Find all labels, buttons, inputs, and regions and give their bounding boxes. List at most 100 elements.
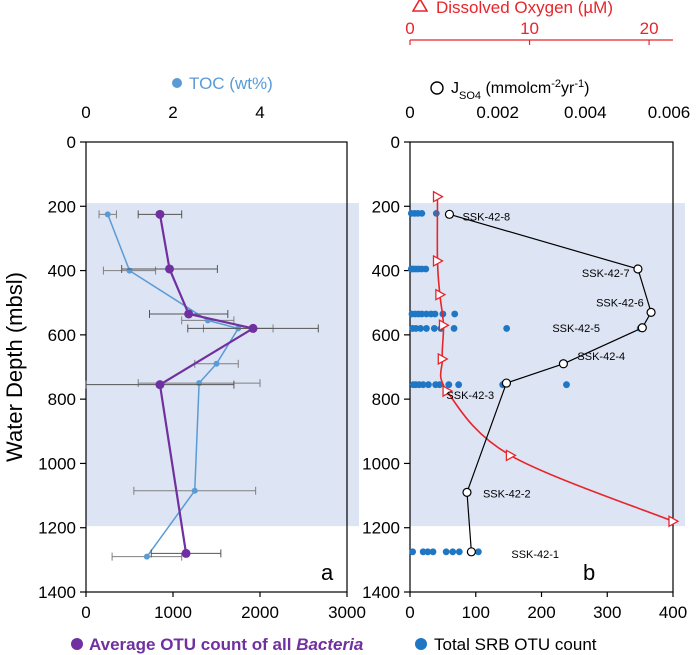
toc-line — [107, 214, 240, 558]
panel-a: 0 200 400 600 800 1000 1200 1400 0 1000 2000 3000 0 2… — [38, 103, 366, 622]
panel-a-y-tick-label: 0 — [67, 133, 76, 152]
jso4-axis-tick-label: 0.004 — [564, 103, 607, 122]
panel-a-y-tick-label: 800 — [48, 390, 76, 409]
srb-point — [455, 381, 463, 389]
toc-legend-marker — [172, 78, 182, 88]
panel-b-label: b — [583, 560, 595, 585]
bacteria-point — [165, 264, 175, 274]
srb-point — [432, 209, 440, 217]
jso4-label-end: ) — [584, 80, 589, 97]
jso4-point — [466, 547, 476, 557]
jso4-label-unit-b: yr — [561, 80, 575, 97]
srb-point — [417, 325, 424, 332]
station-label: SSK-42-4 — [577, 351, 625, 363]
panel-a-x-bottom-tick-label: 1000 — [154, 603, 192, 622]
srb-point — [425, 381, 432, 389]
panel-b-y-tick-label: 1400 — [362, 583, 400, 602]
jso4-axis-tick-label: 0.006 — [648, 103, 691, 122]
srb-point — [503, 325, 511, 332]
station-label: SSK-42-1 — [511, 549, 559, 561]
station-label: SSK-42-8 — [462, 211, 510, 223]
dissolved-oxygen-point — [432, 254, 444, 268]
srb-legend: Total SRB OTU count — [415, 635, 597, 654]
toc-point — [143, 553, 150, 560]
dissolved-oxygen-point — [442, 385, 454, 398]
station-label: SSK-42-7 — [582, 268, 630, 280]
srb-point — [422, 265, 430, 273]
jso4-point — [444, 209, 455, 219]
toc-point — [213, 360, 220, 367]
srb-point — [449, 548, 457, 556]
jso4-axis-tick-label: 0 — [405, 103, 414, 122]
bacteria-legend: Average OTU count of all Bacteria — [71, 635, 363, 654]
srb-point — [451, 310, 459, 318]
panel-a-x-bottom-tick-label: 2000 — [241, 603, 279, 622]
srb-point — [455, 548, 463, 556]
jso4-point — [646, 307, 656, 317]
jso4-axis-label: JSO4 (mmolcm-2yr-1) — [451, 78, 589, 102]
panel-a-y-tick-label: 200 — [48, 197, 76, 216]
dissolved-oxygen-axis-label: Dissolved Oxygen (µM) — [436, 0, 613, 17]
dissolved-oxygen-axis-tick-label: 10 — [520, 19, 539, 38]
bacteria-series — [85, 209, 319, 558]
srb-point — [442, 548, 450, 556]
toc-axis-label: TOC (wt%) — [189, 74, 273, 93]
srb-point — [418, 209, 426, 217]
panel-a-y-tick-label: 1200 — [38, 519, 76, 538]
jso4-label-sup-a: -2 — [551, 78, 561, 90]
station-label: SSK-42-3 — [446, 390, 494, 402]
srb-point — [424, 548, 432, 556]
panel-a-y-tick-label: 1400 — [38, 583, 76, 602]
srb-axis-label: Total SRB OTU count — [434, 635, 597, 654]
panel-a-label: a — [321, 560, 334, 585]
jso4-point — [558, 359, 569, 369]
panel-a-shaded-band — [86, 203, 359, 527]
panel-b-y-tick-label: 0 — [391, 133, 400, 152]
jso4-axis-tick-label: 0.002 — [476, 103, 519, 122]
srb-point — [430, 325, 438, 332]
toc-point — [191, 487, 198, 494]
jso4-label-sup-b: -1 — [574, 78, 584, 90]
bacteria-point — [248, 323, 258, 333]
srb-point — [429, 548, 437, 556]
jso4-legend: JSO4 (mmolcm-2yr-1) — [430, 78, 589, 102]
panel-b-x-bottom-tick-label: 100 — [462, 603, 490, 622]
toc-legend: TOC (wt%) — [172, 74, 273, 93]
panel-a-x-top-tick-label: 2 — [168, 103, 177, 122]
y-axis-label: Water Depth (mbsl) — [2, 272, 27, 462]
panel-b-y-tick-label: 1200 — [362, 519, 400, 538]
bacteria-axis-label-prefix: Average OTU count of all — [89, 635, 296, 654]
srb-point — [450, 325, 458, 332]
srb-point — [431, 310, 439, 318]
jso4-point — [501, 378, 512, 388]
dissolved-oxygen-point — [437, 352, 449, 366]
panel-a-x-bottom-tick-label: 0 — [81, 603, 90, 622]
dissolved-oxygen-legend: Dissolved Oxygen (µM) — [411, 0, 613, 17]
panel-b-x-bottom-tick-label: 300 — [593, 603, 621, 622]
jso4-point — [633, 264, 643, 274]
bacteria-point — [181, 548, 191, 558]
jso4-label-sub: SO4 — [459, 90, 481, 102]
panel-a-frame — [85, 141, 348, 593]
panel-b-x-bottom-tick-label: 400 — [659, 603, 687, 622]
dissolved-oxygen-axis-tick-label: 0 — [405, 19, 414, 38]
dissolved-oxygen-point — [505, 449, 517, 462]
panel-b-x-bottom-tick-label: 0 — [405, 603, 414, 622]
panel-b-y-tick-label: 1000 — [362, 454, 400, 473]
panel-a-y-tick-label: 600 — [48, 326, 76, 345]
dissolved-oxygen-legend-marker — [411, 0, 429, 12]
jso4-label-main: J — [451, 80, 459, 97]
panel-a-x-top-tick-label: 0 — [81, 103, 90, 122]
bacteria-line — [158, 214, 256, 554]
srb-point — [409, 548, 417, 556]
jso4-label-unit-a: (mmolcm — [481, 80, 551, 97]
srb-point — [445, 381, 453, 389]
panel-b-y-tick-label: 800 — [372, 390, 400, 409]
jso4-line — [449, 213, 652, 552]
bacteria-point — [184, 309, 194, 319]
jso4-point — [462, 487, 472, 497]
srb-point — [474, 548, 482, 556]
